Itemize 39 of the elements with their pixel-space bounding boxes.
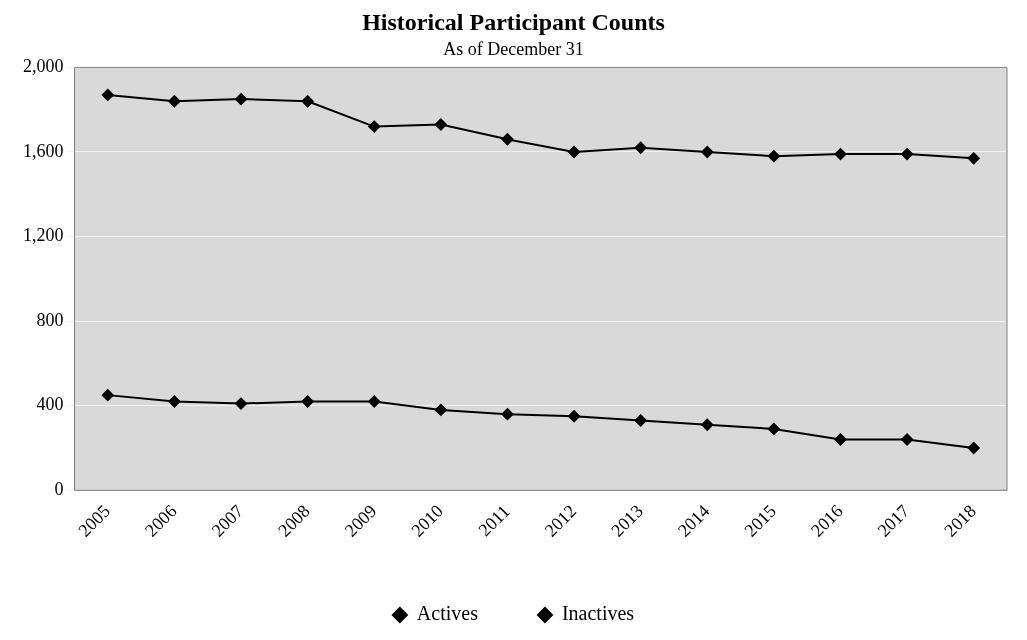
legend-label: Actives bbox=[416, 602, 479, 625]
point bbox=[967, 152, 980, 165]
chart-title: Historical Participant Counts bbox=[362, 8, 665, 35]
point bbox=[101, 88, 114, 101]
point bbox=[501, 133, 514, 146]
point bbox=[301, 95, 314, 108]
chart-subtitle: As of December 31 bbox=[443, 39, 584, 60]
point bbox=[767, 422, 780, 435]
point bbox=[368, 120, 381, 133]
point bbox=[434, 403, 447, 416]
y-tick-label: 800 bbox=[36, 309, 64, 330]
y-tick-label: 0 bbox=[54, 479, 64, 500]
point bbox=[701, 145, 714, 158]
point bbox=[901, 148, 914, 161]
point bbox=[568, 410, 581, 423]
point bbox=[701, 418, 714, 431]
point bbox=[834, 433, 847, 446]
point bbox=[834, 148, 847, 161]
point bbox=[168, 95, 181, 108]
point bbox=[235, 93, 248, 106]
point bbox=[568, 145, 581, 158]
point bbox=[634, 414, 647, 427]
point bbox=[767, 150, 780, 163]
point bbox=[101, 389, 114, 402]
point bbox=[901, 433, 914, 446]
point bbox=[501, 408, 514, 421]
y-tick-label: 1,600 bbox=[23, 140, 64, 161]
point bbox=[368, 395, 381, 408]
point bbox=[301, 395, 314, 408]
point bbox=[434, 118, 447, 131]
point bbox=[634, 141, 647, 154]
y-tick-label: 2,000 bbox=[23, 56, 64, 77]
legend-label: Inactives bbox=[561, 602, 635, 625]
point bbox=[168, 395, 181, 408]
y-tick-label: 400 bbox=[36, 394, 64, 415]
point bbox=[967, 441, 980, 454]
point bbox=[235, 397, 248, 410]
x-tick-label: 2011 bbox=[474, 500, 514, 541]
y-tick-label: 1,200 bbox=[23, 225, 64, 246]
